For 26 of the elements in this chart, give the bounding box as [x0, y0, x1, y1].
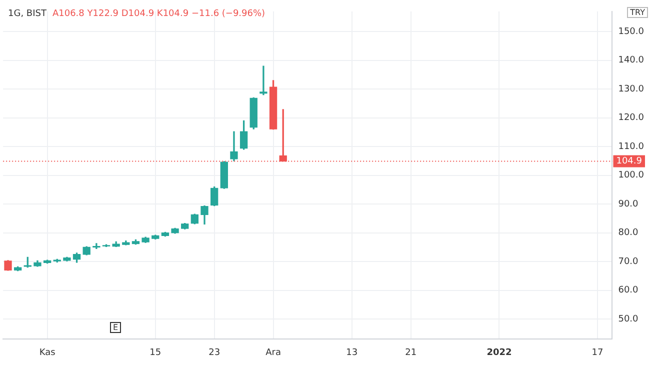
x-tick-label: 15 — [150, 348, 162, 358]
chart-subtitle: A106.8 Y122.9 D104.9 K104.9 −11.6 (−9.96%) — [52, 9, 266, 19]
x-tick-label: Ara — [266, 348, 281, 358]
candlestick — [92, 243, 100, 249]
y-tick-label: 130.0 — [618, 84, 644, 94]
y-tick-label: 80.0 — [618, 228, 639, 238]
y-tick-label: 90.0 — [618, 199, 639, 210]
annotation: E — [110, 322, 122, 333]
y-tick-label: 70.0 — [618, 256, 639, 267]
x-tick-label: 21 — [405, 348, 417, 358]
x-tick-label: 13 — [346, 348, 358, 358]
y-tick-label: 120.0 — [618, 113, 644, 124]
ref-line-label: 104.9 — [616, 156, 642, 167]
y-tick-label: 110.0 — [618, 142, 644, 152]
chart-title: 1G, BIST — [8, 9, 46, 19]
y-tick-label: 50.0 — [618, 314, 639, 324]
candlestick — [260, 66, 268, 96]
y-tick-label: 60.0 — [618, 286, 639, 296]
x-tick-label: 2022 — [486, 348, 512, 358]
x-tick-label: 23 — [208, 348, 220, 358]
text: TRY — [627, 7, 648, 18]
y-tick-label: 140.0 — [618, 56, 644, 66]
y-tick-label: 150.0 — [618, 26, 644, 37]
x-tick-label: Kas — [39, 348, 56, 358]
x-tick-label: 17 — [592, 348, 604, 358]
y-tick-label: 100.0 — [618, 170, 644, 181]
